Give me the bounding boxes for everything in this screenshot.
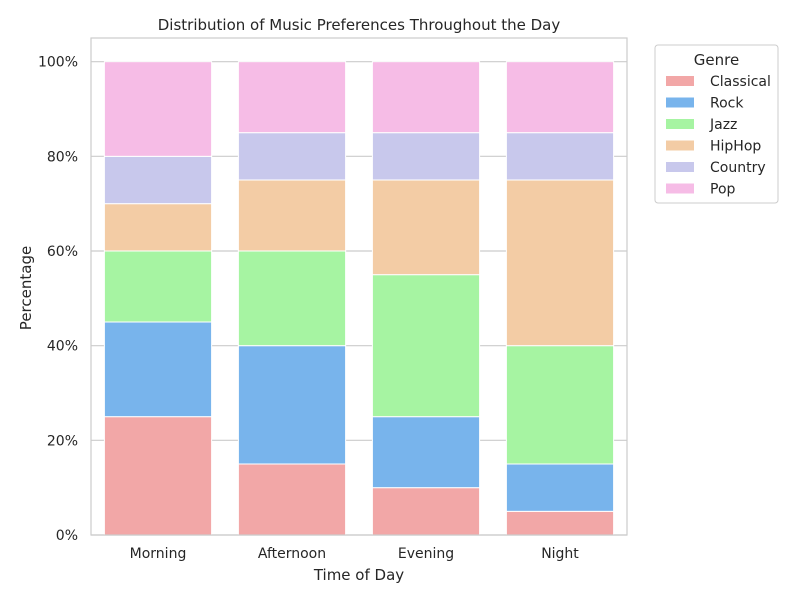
legend: Genre Classical Rock Jazz HipHop Country Pop <box>654 44 779 204</box>
bar-segment-pop <box>103 61 213 157</box>
bar-segment-rock <box>371 416 481 489</box>
bar-segment-pop <box>505 61 615 134</box>
y-tick-label: 20% <box>47 433 78 449</box>
x-tick-label: Morning <box>130 546 187 562</box>
x-tick-label: Afternoon <box>258 546 326 562</box>
bars <box>103 61 615 536</box>
y-tick-label: 0% <box>56 528 78 544</box>
legend-label-classical: Classical <box>710 74 771 90</box>
y-tick-label: 80% <box>47 149 78 165</box>
bar-segment-pop <box>237 61 347 134</box>
x-axis-label: Time of Day <box>313 566 404 584</box>
legend-label-hiphop: HipHop <box>710 139 761 155</box>
y-tick-label: 100% <box>38 55 78 71</box>
legend-swatch-pop <box>666 183 694 194</box>
legend-label-jazz: Jazz <box>709 117 737 133</box>
bar-segment-classical <box>103 416 213 536</box>
bar-segment-jazz <box>237 250 347 347</box>
bar-segment-hiphop <box>103 203 213 252</box>
legend-label-rock: Rock <box>710 96 744 112</box>
bar-segment-country <box>237 132 347 181</box>
bar-segment-classical <box>505 510 615 536</box>
chart-title: Distribution of Music Preferences Throug… <box>158 16 561 34</box>
legend-items: Classical Rock Jazz HipHop Country Pop <box>666 74 771 198</box>
bar-segment-jazz <box>103 250 213 323</box>
y-tick-labels: 0% 20% 40% 60% 80% 100% <box>38 55 78 544</box>
x-tick-label: Night <box>541 546 579 562</box>
y-tick-label: 60% <box>47 244 78 260</box>
bar-segment-classical <box>371 487 481 536</box>
legend-label-pop: Pop <box>710 182 736 198</box>
y-tick-label: 40% <box>47 339 78 355</box>
y-axis-label: Percentage <box>17 246 35 330</box>
bar-segment-country <box>371 132 481 181</box>
bar-segment-pop <box>371 61 481 134</box>
bar-segment-rock <box>505 463 615 512</box>
legend-swatch-country <box>666 162 694 172</box>
legend-label-country: Country <box>710 160 766 176</box>
legend-title: Genre <box>694 51 739 69</box>
plot-frame <box>90 37 628 536</box>
bar-segment-rock <box>237 345 347 465</box>
bar-segment-country <box>505 132 615 181</box>
x-tick-label: Evening <box>398 546 454 562</box>
bar-segment-hiphop <box>237 179 347 252</box>
legend-swatch-rock <box>666 97 694 108</box>
bar-segment-jazz <box>505 345 615 465</box>
bar-segment-country <box>103 155 213 205</box>
legend-swatch-jazz <box>666 119 694 129</box>
bar-segment-hiphop <box>371 179 481 276</box>
bar-segment-jazz <box>371 274 481 418</box>
bar-segment-classical <box>237 463 347 536</box>
bar-segment-rock <box>103 321 213 418</box>
legend-swatch-classical <box>666 76 694 86</box>
legend-swatch-hiphop <box>666 140 694 151</box>
bar-segment-hiphop <box>505 179 615 347</box>
x-tick-labels: Morning Afternoon Evening Night <box>130 546 580 562</box>
